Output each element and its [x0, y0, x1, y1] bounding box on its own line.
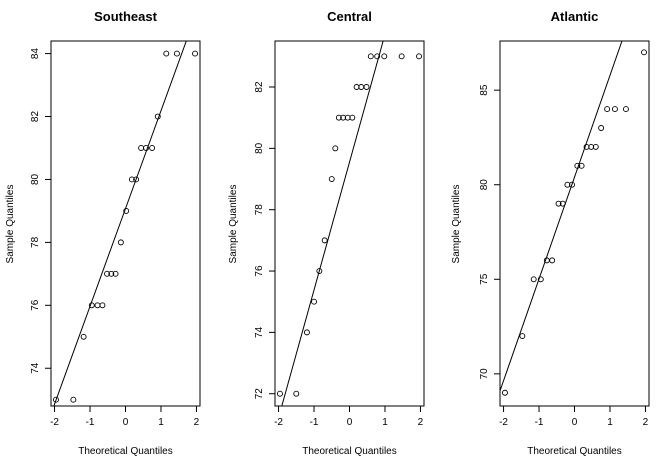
y-tick-label: 74: [30, 362, 41, 374]
x-tick-label: -1: [310, 417, 319, 428]
qq-point: [555, 200, 562, 207]
y-tick-label: 78: [30, 236, 41, 248]
x-tick-label: 2: [643, 417, 649, 428]
panel-atlantic: Atlantic Theoretical Quantiles Sample Qu…: [451, 9, 650, 457]
panel-title: Southeast: [94, 9, 158, 24]
y-tick-label: 80: [30, 173, 41, 185]
qq-point: [335, 114, 342, 121]
qq-point: [604, 106, 611, 113]
qq-point: [578, 162, 585, 169]
x-tick-label: 0: [347, 417, 353, 428]
qq-point: [173, 50, 180, 57]
y-tick-label: 70: [479, 368, 490, 380]
qq-point: [641, 49, 647, 56]
panel-central: Central Theoretical Quantiles Sample Qua…: [228, 9, 425, 457]
qq-point: [99, 302, 106, 309]
y-tick-label: 84: [30, 48, 41, 60]
qq-point: [316, 268, 323, 274]
x-tick-label: -2: [274, 417, 283, 428]
qq-point: [398, 53, 405, 60]
qq-point: [549, 257, 556, 264]
x-tick-label: 1: [607, 417, 613, 428]
qq-point: [502, 389, 508, 396]
qq-point: [128, 176, 135, 183]
qq-reference-line: [281, 41, 384, 406]
x-tick-label: 0: [572, 417, 578, 428]
qq-point: [277, 390, 283, 397]
qq-point: [349, 114, 356, 121]
qq-point: [112, 270, 119, 277]
qq-reference-line: [500, 41, 623, 392]
qq-point: [143, 145, 150, 151]
x-tick-label: -1: [86, 417, 95, 428]
qq-point: [123, 207, 130, 214]
y-axis-label: Sample Quantiles: [5, 185, 16, 264]
x-tick-label: -1: [535, 417, 544, 428]
panel-southeast: Southeast Theoretical Quantiles Sample Q…: [5, 9, 201, 457]
y-axis-label: Sample Quantiles: [228, 185, 239, 264]
x-tick-label: -2: [50, 417, 59, 428]
y-tick-label: 75: [479, 273, 490, 285]
qq-point: [328, 176, 335, 182]
qq-point: [363, 84, 370, 90]
qq-point: [598, 125, 605, 131]
qq-point: [367, 53, 374, 60]
panel-title: Central: [327, 9, 372, 24]
y-tick-label: 76: [254, 265, 265, 277]
qq-point: [149, 145, 156, 151]
x-tick-label: -2: [499, 417, 508, 428]
x-axis-label: Theoretical Quantiles: [78, 446, 173, 457]
x-tick-label: 2: [418, 417, 424, 428]
qq-point: [622, 106, 629, 113]
qq-point: [192, 50, 198, 57]
qq-point: [611, 106, 618, 113]
qq-point: [80, 333, 87, 340]
qq-point: [53, 396, 59, 403]
y-tick-label: 80: [479, 179, 490, 191]
qq-point: [88, 302, 95, 309]
qq-point: [293, 390, 300, 397]
y-tick-label: 74: [254, 326, 265, 338]
x-tick-label: 1: [382, 417, 388, 428]
x-tick-label: 1: [158, 417, 164, 428]
x-axis-label: Theoretical Quantiles: [527, 446, 622, 457]
qq-point: [592, 143, 599, 150]
qq-point: [104, 270, 111, 277]
y-tick-label: 72: [254, 388, 265, 400]
qq-point: [569, 181, 575, 188]
qq-point: [133, 176, 140, 183]
y-tick-label: 82: [254, 81, 265, 93]
qq-point: [70, 396, 77, 403]
qq-point: [519, 333, 526, 339]
x-tick-label: 2: [194, 417, 200, 428]
qq-point: [311, 298, 317, 305]
qq-point: [559, 200, 566, 207]
qq-point: [332, 145, 339, 152]
panel-title: Atlantic: [551, 9, 599, 24]
qq-point: [117, 239, 124, 246]
qq-point: [537, 276, 544, 283]
qq-point: [321, 237, 328, 244]
qq-point: [530, 276, 537, 283]
qq-point: [163, 50, 170, 57]
qq-point: [154, 113, 161, 120]
qq-point: [381, 53, 388, 60]
y-tick-label: 80: [254, 142, 265, 154]
y-tick-label: 78: [254, 204, 265, 216]
qq-point: [574, 162, 581, 169]
x-axis-label: Theoretical Quantiles: [302, 446, 397, 457]
y-axis-label: Sample Quantiles: [451, 185, 462, 264]
qq-point: [303, 329, 310, 336]
y-tick-label: 76: [30, 299, 41, 311]
qq-point: [416, 53, 422, 60]
qq-point: [108, 270, 115, 277]
x-tick-label: 0: [123, 417, 129, 428]
y-tick-label: 85: [479, 84, 490, 96]
y-tick-label: 82: [30, 111, 41, 123]
qq-point: [374, 53, 381, 60]
